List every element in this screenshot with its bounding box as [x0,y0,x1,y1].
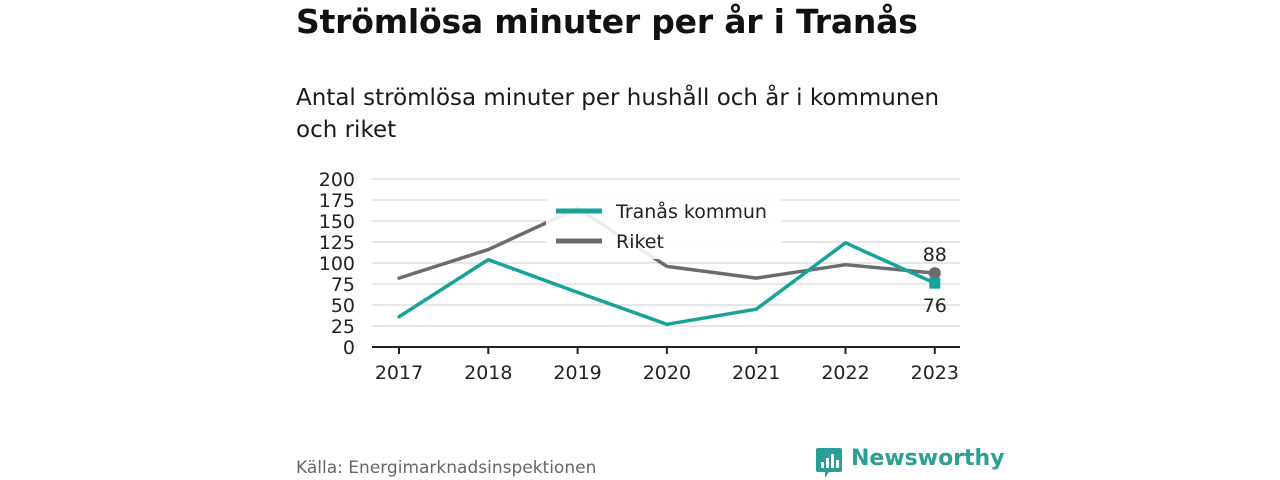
x-tick-label: 2023 [911,362,959,384]
series [397,206,941,327]
series-line-tranas [397,241,937,327]
y-tick-label: 75 [331,274,355,296]
series-line-riket [397,206,937,280]
source-note: Källa: Energimarknadsinspektionen [296,458,597,478]
end-label-riket: 88 [923,244,947,266]
y-tick-label: 25 [331,316,355,338]
y-tick-label: 150 [319,211,355,233]
legend: Tranås kommun Riket [546,193,782,259]
y-tick-label: 175 [319,190,355,212]
legend-label-riket: Riket [616,231,664,253]
y-tick-label: 100 [319,253,355,275]
chart-title: Strömlösa minuter per år i Tranås [296,2,918,41]
newsworthy-logo-icon [816,448,842,478]
y-tick-label: 200 [319,169,355,191]
y-tick-label: 125 [319,232,355,254]
end-label-tranas: 76 [923,295,947,317]
x-tick-label: 2020 [643,362,691,384]
x-tick-label: 2022 [821,362,869,384]
legend-box [546,193,782,259]
end-point-riket [928,267,941,280]
x-tick-label: 2019 [553,362,601,384]
x-tick-label: 2018 [464,362,512,384]
legend-label-tranas: Tranås kommun [615,200,767,223]
brand-logo[interactable]: Newsworthy [815,446,1005,480]
x-tick-label: 2021 [732,362,780,384]
chart-subtitle: Antal strömlösa minuter per hushåll och … [296,85,940,143]
x-tick-label: 2017 [375,362,423,384]
end-point-tranas [929,277,941,289]
y-tick-label: 0 [343,337,355,359]
y-tick-label: 50 [331,295,355,317]
end-labels: 88 76 [923,244,947,317]
brand-name: Newsworthy [851,446,1005,471]
